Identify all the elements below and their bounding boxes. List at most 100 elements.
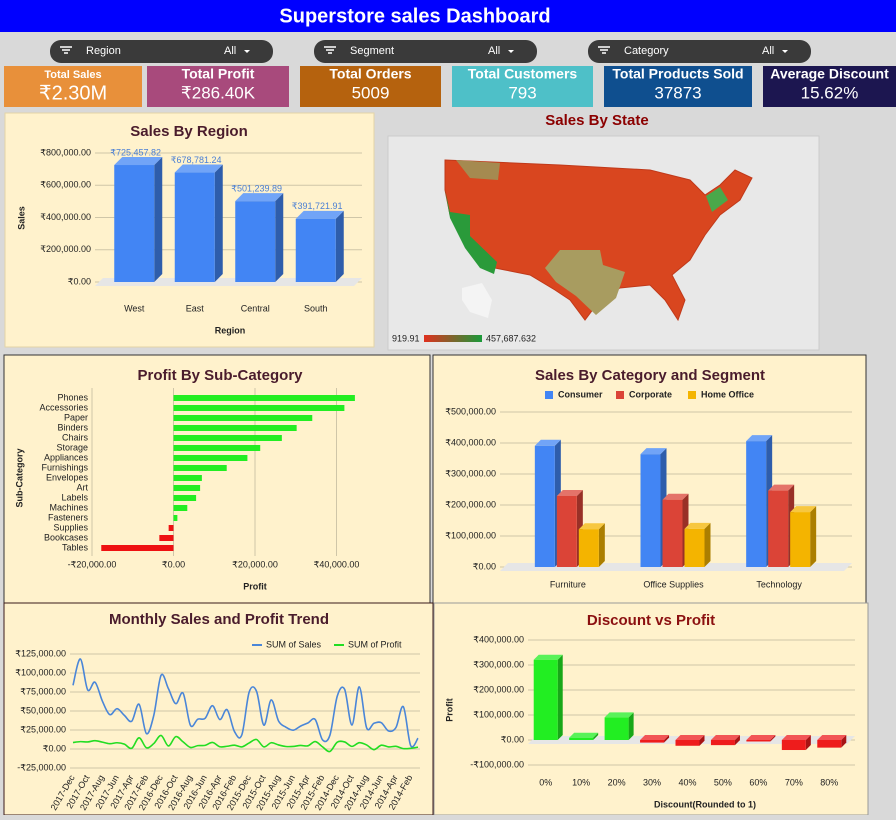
y-tick-label: ₹200,000.00 <box>40 244 91 254</box>
y-tick-label: -₹100,000.00 <box>470 759 524 769</box>
y-tick-label: Binders <box>57 422 88 432</box>
bar <box>746 441 767 567</box>
y-tick-label: ₹600,000.00 <box>40 180 91 190</box>
chart-title: Sales By Category and Segment <box>535 367 765 384</box>
kpi-card <box>763 66 896 107</box>
kpi-card <box>604 66 752 107</box>
kpi-label: Total Customers <box>468 66 578 82</box>
line <box>72 658 419 748</box>
bar-top <box>746 735 776 740</box>
kpi-value: ₹2.30M <box>39 82 107 104</box>
x-tick-label: Technology <box>756 579 802 589</box>
bar-top <box>556 490 583 497</box>
filter-dropdown[interactable] <box>50 40 273 63</box>
bar-top <box>640 448 667 455</box>
bar <box>817 740 842 748</box>
bar-top <box>533 654 563 660</box>
data-label: ₹725,457.82 <box>110 147 161 157</box>
bar-side <box>841 735 847 748</box>
bar <box>684 528 705 567</box>
x-axis-title: Region <box>215 325 246 335</box>
kpi-value: ₹286.40K <box>181 83 256 102</box>
filter-value: All <box>488 45 500 57</box>
kpi-value: 15.62% <box>801 83 859 102</box>
kpi-card <box>300 66 441 107</box>
legend-label: Corporate <box>629 389 672 399</box>
y-tick-label: ₹300,000.00 <box>445 468 496 478</box>
bar <box>173 405 345 411</box>
y-axis-title: Sub-Category <box>14 448 24 507</box>
y-tick-label: Accessories <box>39 402 88 412</box>
x-tick-label: 30% <box>643 777 661 787</box>
kpi-card <box>452 66 593 107</box>
x-tick-label: Office Supplies <box>643 579 704 589</box>
bar <box>640 454 661 567</box>
bar <box>173 445 261 451</box>
y-tick-label: ₹75,000.00 <box>20 686 66 696</box>
bar <box>173 485 201 491</box>
x-tick-label: 60% <box>749 777 767 787</box>
y-tick-label: ₹100,000.00 <box>15 667 66 677</box>
bar-side <box>805 735 811 751</box>
kpi-value: 793 <box>508 83 536 102</box>
bar <box>101 545 174 551</box>
floor <box>95 278 362 286</box>
y-tick-label: ₹100,000.00 <box>473 709 524 719</box>
data-label: ₹678,781.24 <box>171 155 222 165</box>
chart-title: Profit By Sub-Category <box>137 367 303 384</box>
x-tick-label: -₹20,000.00 <box>68 559 117 569</box>
bar-top <box>534 439 561 446</box>
line <box>72 734 419 753</box>
kpi-label: Total Profit <box>182 66 255 82</box>
y-tick-label: ₹100,000.00 <box>445 530 496 540</box>
y-tick-label: Fasteners <box>48 512 89 522</box>
y-tick-label: ₹200,000.00 <box>445 499 496 509</box>
y-tick-label: ₹500,000.00 <box>445 406 496 416</box>
y-tick-label: Envelopes <box>46 472 89 482</box>
bar-top <box>746 435 773 442</box>
chart-title: Discount vs Profit <box>587 612 715 629</box>
kpi-value: 5009 <box>352 83 390 102</box>
bar-top <box>675 735 705 740</box>
bar-top <box>684 522 711 529</box>
filter-dropdown[interactable] <box>314 40 537 63</box>
bar-side <box>335 210 344 282</box>
kpi-value: 37873 <box>654 83 701 102</box>
y-tick-label: -₹25,000.00 <box>17 762 66 772</box>
kpi-label: Total Products Sold <box>612 66 743 82</box>
bar-side <box>598 523 605 567</box>
x-tick-label: Central <box>241 303 270 313</box>
y-tick-label: Labels <box>61 492 88 502</box>
y-tick-label: ₹0.00 <box>43 743 66 753</box>
y-tick-label: ₹400,000.00 <box>473 634 524 644</box>
bar <box>675 740 700 746</box>
bar <box>173 455 248 461</box>
x-tick-label: 50% <box>714 777 732 787</box>
filter-dropdown[interactable] <box>588 40 811 63</box>
bar <box>781 740 806 751</box>
state-shape <box>456 160 500 180</box>
bar-side <box>704 522 711 567</box>
data-label: ₹391,721.91 <box>292 201 343 211</box>
state-shape <box>545 250 625 315</box>
legend-label: SUM of Sales <box>266 639 322 649</box>
bar-top <box>174 164 223 173</box>
bar <box>662 499 683 567</box>
bar <box>173 435 282 441</box>
bar <box>173 515 178 521</box>
chart-title: Sales By State <box>545 112 648 129</box>
bar-top <box>662 493 689 500</box>
bar-top <box>114 157 163 166</box>
bar-side <box>557 654 563 740</box>
bar <box>173 415 313 421</box>
state-shape <box>706 187 728 212</box>
x-tick-label: 70% <box>785 777 803 787</box>
filter-label: Category <box>624 45 669 57</box>
bar-side <box>699 735 705 746</box>
x-tick-label: Furniture <box>550 579 586 589</box>
x-tick-label: 40% <box>678 777 696 787</box>
legend-swatch <box>545 391 553 399</box>
bar-side <box>770 735 776 742</box>
